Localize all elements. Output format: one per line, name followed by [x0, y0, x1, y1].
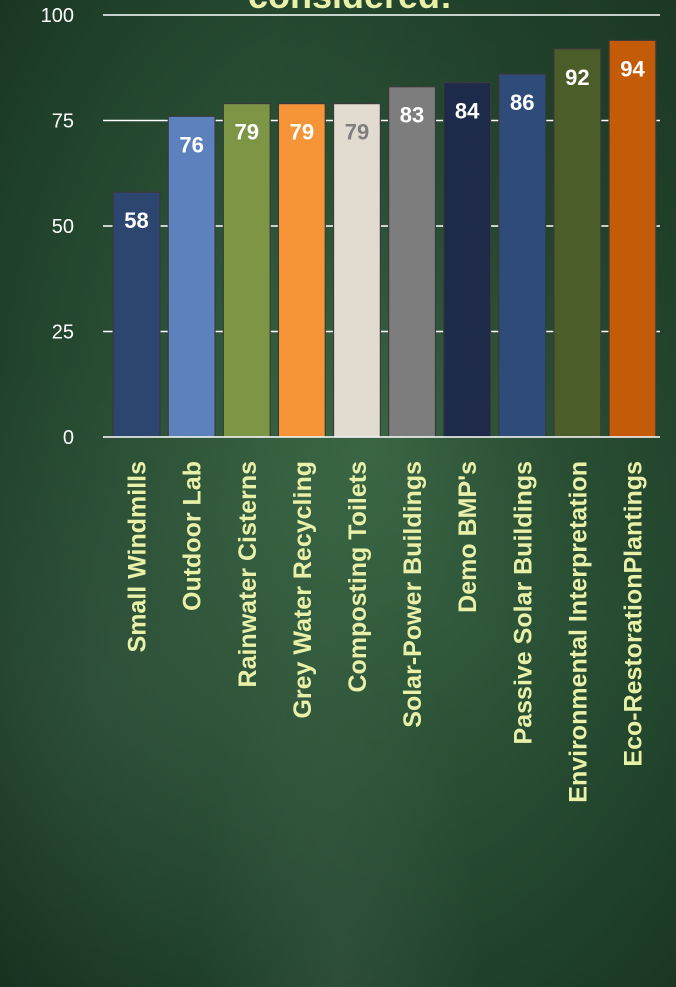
data-label: 76	[179, 132, 203, 157]
data-label: 79	[290, 120, 314, 145]
data-label: 92	[565, 65, 589, 90]
x-tick-label: Outdoor Lab	[179, 461, 207, 611]
data-label: 94	[620, 56, 645, 81]
data-label: 79	[345, 120, 369, 145]
y-tick-label: 50	[52, 216, 74, 238]
bar-4	[277, 103, 326, 438]
x-tick-label: Eco-RestorationPlantings	[619, 461, 647, 767]
x-tick-label: Grey Water Recycling	[289, 461, 317, 719]
bar-3	[222, 103, 271, 438]
data-label: 84	[455, 99, 480, 124]
bar-6	[388, 86, 437, 438]
y-tick-label: 100	[41, 5, 74, 27]
bar-5	[332, 103, 381, 438]
y-tick-label: 25	[52, 322, 74, 344]
x-axis-ticks: Small Windmills Outdoor Lab Rainwater Cist…	[124, 461, 648, 803]
y-tick-label: 75	[52, 111, 74, 133]
x-tick-label: Environmental Interpretation	[564, 461, 592, 803]
x-tick-label: Passive Solar Buildings	[509, 461, 537, 744]
data-label: 86	[510, 90, 534, 115]
x-tick-label: Rainwater Cisterns	[234, 461, 262, 687]
y-axis-ticks: 0 25 50 75 100	[41, 5, 74, 449]
x-tick-label: Small Windmills	[124, 461, 152, 652]
bars	[112, 39, 657, 438]
chart-title: considered:	[248, 0, 452, 16]
data-label: 83	[400, 103, 424, 128]
bar-9	[553, 48, 602, 438]
bar-8	[498, 73, 547, 438]
bar-2	[167, 115, 216, 438]
y-tick-label: 0	[63, 427, 74, 449]
data-label: 79	[235, 120, 259, 145]
x-tick-label: Composting Toilets	[344, 461, 372, 692]
bar-7	[443, 81, 492, 438]
x-tick-label: Demo BMP's	[454, 461, 482, 613]
x-tick-label: Solar-Power Buildings	[399, 461, 427, 728]
data-label: 58	[124, 208, 148, 233]
bar-10	[608, 39, 657, 438]
data-labels: 58 76 79 79 79 83 84 86 92 94	[124, 56, 645, 233]
